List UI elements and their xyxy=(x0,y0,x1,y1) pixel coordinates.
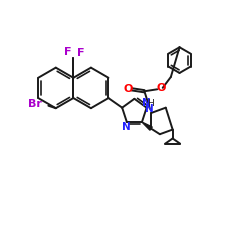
Text: F: F xyxy=(64,47,72,57)
Text: F: F xyxy=(76,48,84,58)
Text: N: N xyxy=(146,104,154,114)
Polygon shape xyxy=(142,122,152,130)
Text: O: O xyxy=(124,84,133,94)
Text: N: N xyxy=(122,122,131,132)
Text: H: H xyxy=(147,99,154,108)
Text: Br: Br xyxy=(28,100,42,110)
Text: N: N xyxy=(142,98,150,108)
Text: O: O xyxy=(156,83,166,93)
